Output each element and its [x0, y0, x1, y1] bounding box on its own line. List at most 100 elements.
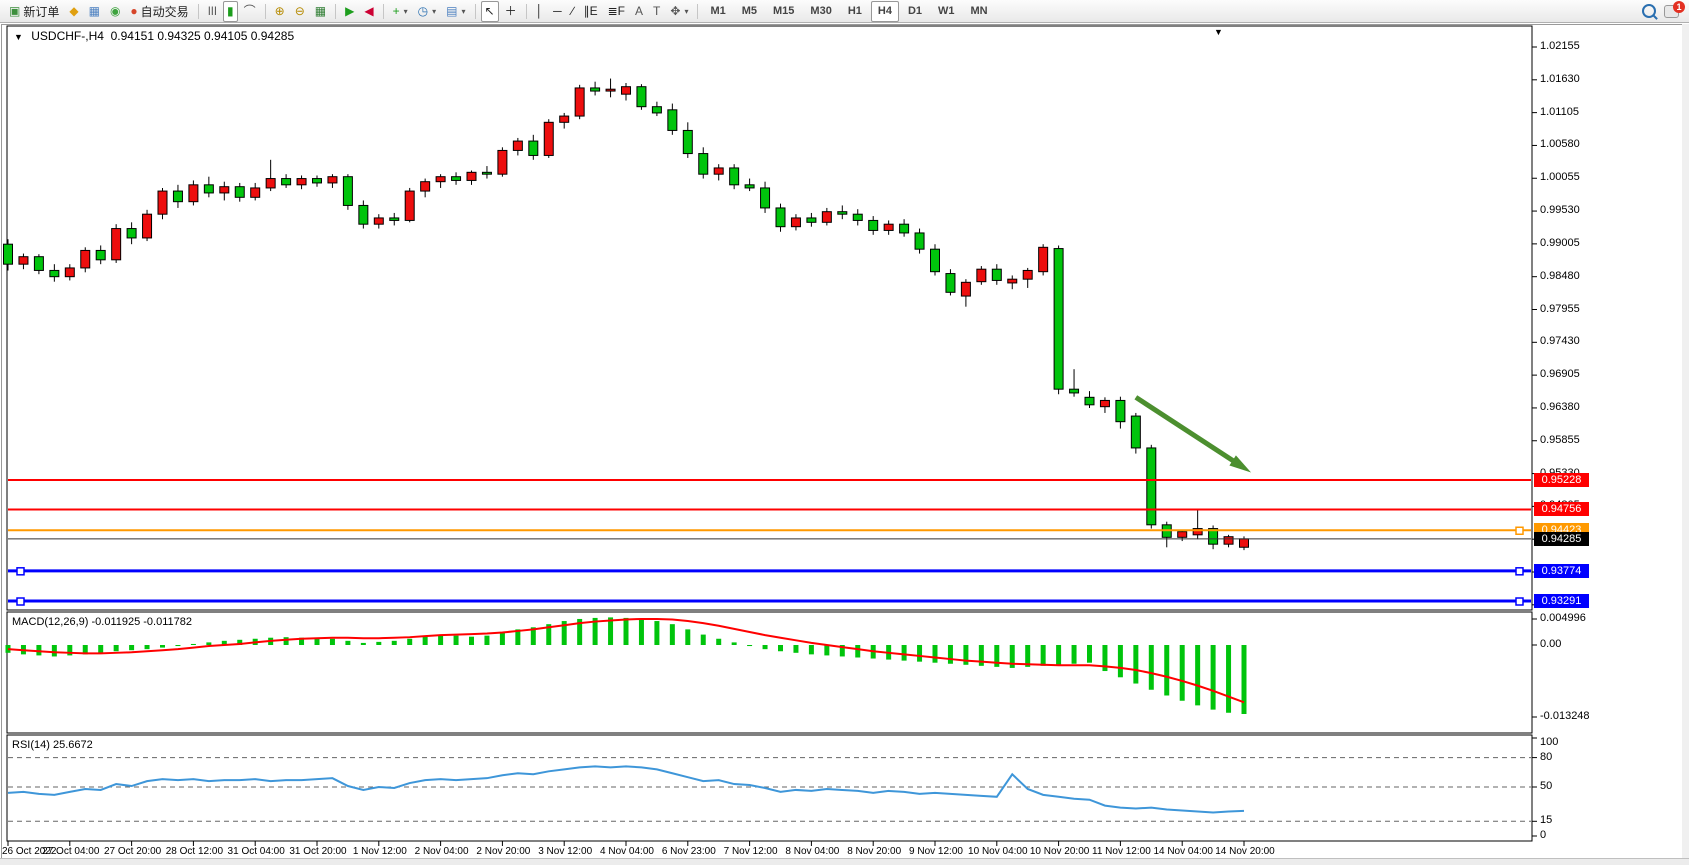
search-icon[interactable] [1642, 4, 1656, 18]
toolbar-button-cursor[interactable]: ↖ [480, 0, 499, 22]
scroll-to-end-marker-icon[interactable]: ▼ [1214, 27, 1223, 37]
rsi-axis-label: 80 [1540, 750, 1553, 763]
zoom-in-icon: ⊕ [274, 4, 285, 18]
chevron-down-icon[interactable]: ▾ [432, 6, 437, 16]
toolbar-button-indicators[interactable]: + ▾ [389, 1, 412, 22]
price-axis-label: 0.97955 [1540, 302, 1580, 315]
toolbar-separator [474, 3, 476, 19]
chart-ohlc-values: 0.94151 0.94325 0.94105 0.94285 [110, 29, 295, 43]
toolbar-separator [697, 3, 699, 19]
toolbar-button-equidistant-channel[interactable]: ∥E [580, 1, 602, 22]
timeframe-button-m5[interactable]: M5 [741, 5, 758, 17]
toolbar-button-zoom-in[interactable]: ⊕ [271, 1, 289, 22]
toolbar-button-fibonacci[interactable]: ≣F [604, 1, 629, 22]
date-axis-label: 14 Nov 04:00 [1153, 846, 1213, 857]
rsi-indicator-label: RSI(14) 25.6672 [12, 739, 93, 751]
date-axis-label: 1 Nov 12:00 [352, 846, 407, 857]
chart-window [1, 24, 1687, 859]
hline-price-label: 0.94756 [1534, 502, 1589, 517]
toolbar-button-auto-trading[interactable]: ● 自动交易 [126, 1, 192, 22]
new-order-button-label: 新订单 [23, 4, 60, 19]
chart-symbol-label: USDCHF-,H4 [31, 29, 104, 43]
toolbar-separator [197, 3, 199, 19]
price-axis-label: 0.97430 [1540, 335, 1580, 348]
date-axis-label: 27 Oct 04:00 [42, 846, 100, 857]
date-axis-label: 31 Oct 04:00 [227, 846, 285, 857]
rsi-axis-label: 15 [1540, 814, 1553, 827]
toolbar-separator [335, 3, 337, 19]
toolbar-button-market-watch[interactable]: ◉ [106, 1, 124, 22]
date-axis-label: 2 Nov 04:00 [414, 846, 469, 857]
toolbar-button-periods[interactable]: ◷ ▾ [414, 1, 441, 22]
chevron-down-icon[interactable]: ▾ [461, 6, 466, 16]
timeframe-button-m30[interactable]: M30 [810, 5, 832, 17]
autotrade-icon: ● [130, 4, 138, 18]
price-axis-label: 0.99530 [1540, 204, 1580, 217]
date-axis-label: 10 Nov 04:00 [968, 846, 1028, 857]
toolbar-button-arrows[interactable]: ✥ ▾ [666, 1, 692, 22]
chart-title-collapse-icon[interactable]: ▼ [14, 32, 23, 42]
notification-badge: 1 [1673, 0, 1685, 13]
chevron-down-icon[interactable]: ▾ [403, 6, 408, 16]
date-axis-label: 28 Oct 12:00 [165, 846, 224, 857]
price-axis-label: 0.96380 [1540, 400, 1580, 413]
toolbar-button-gold[interactable]: ◆ [65, 1, 82, 22]
vline-icon: │ [535, 4, 544, 18]
auto-scroll-icon: ▶ [345, 4, 355, 18]
date-axis-label: 7 Nov 12:00 [723, 846, 778, 857]
toolbar-button-chart-shift[interactable]: ◀ [360, 1, 377, 22]
hline-price-label: 0.93291 [1534, 594, 1589, 608]
clock-icon: ◷ [417, 4, 429, 18]
date-axis-label: 26 Oct 2022 [2, 846, 57, 857]
timeframe-button-m15[interactable]: M15 [773, 5, 795, 17]
zoom-out-icon: ⊖ [294, 4, 305, 18]
date-axis-label: 4 Nov 04:00 [600, 846, 654, 857]
toolbar-button-horizontal-line[interactable]: ─ [549, 1, 566, 22]
toolbar-button-zoom-out[interactable]: ⊖ [291, 1, 309, 22]
date-axis-label: 11 Nov 12:00 [1092, 846, 1151, 857]
toolbar-button-candlestick-chart[interactable]: ▮ [223, 0, 238, 22]
price-axis-label: 1.01105 [1540, 105, 1579, 118]
bars-icon: ǀǀǀ [207, 4, 218, 18]
rsi-axis-label: 0 [1540, 829, 1547, 841]
toolbar-button-line-chart[interactable]: ⌒ [240, 1, 260, 22]
date-axis-label: 2 Nov 20:00 [476, 846, 531, 857]
toolbar-button-crosshair[interactable]: ＋ [501, 1, 521, 22]
price-axis-label: 0.98480 [1540, 269, 1580, 282]
candles-icon: ▮ [227, 4, 234, 18]
notifications-icon[interactable]: 1 [1664, 0, 1685, 18]
toolbar-button-text[interactable]: A [631, 1, 647, 22]
timeframe-button-h4[interactable]: H4 [870, 0, 899, 22]
auto-trading-button-label: 自动交易 [140, 4, 189, 19]
timeframe-button-h1[interactable]: H1 [847, 5, 862, 17]
toolbar-button-auto-scroll[interactable]: ▶ [341, 1, 358, 22]
chevron-down-icon[interactable]: ▾ [684, 6, 689, 16]
toolbar-button-new-order[interactable]: ▣ 新订单 [5, 1, 63, 22]
timeframe-button-d1[interactable]: D1 [907, 5, 923, 17]
toolbar-button-tile-windows[interactable]: ▦ [311, 1, 330, 22]
text-t-icon: T [653, 4, 661, 18]
price-axis-label: 0.99005 [1540, 236, 1580, 249]
tile-icon: ▦ [314, 4, 327, 18]
date-axis-label: 8 Nov 20:00 [847, 846, 902, 857]
price-axis-label: 1.02155 [1540, 40, 1580, 52]
macd-axis-label: 0.004996 [1540, 612, 1586, 624]
macd-axis-label: 0.00 [1540, 638, 1562, 650]
toolbar-button-bar-chart[interactable]: ǀǀǀ [204, 1, 221, 22]
toolbar-button-templates[interactable]: ▤ ▾ [442, 1, 469, 22]
line-icon: ⌒ [243, 4, 256, 18]
status-bar [0, 858, 1689, 865]
chart-title: ▼ USDCHF-,H4 0.94151 0.94325 0.94105 0.9… [14, 29, 294, 43]
price-axis-label: 0.96905 [1540, 368, 1580, 381]
timeframe-button-mn[interactable]: MN [970, 5, 988, 17]
toolbar-button-vertical-line[interactable]: │ [532, 1, 548, 22]
toolbar-button-trendline[interactable]: ∕ [568, 1, 578, 22]
rsi-axis-label: 100 [1540, 736, 1559, 748]
timeframe-button-m1[interactable]: M1 [710, 5, 726, 17]
toolbar-button-text-label[interactable]: T [649, 1, 664, 22]
hline-price-label: 0.93774 [1534, 563, 1589, 578]
timeframe-button-w1[interactable]: W1 [938, 5, 955, 17]
toolbar-button-charts[interactable]: ▦ [85, 1, 104, 22]
date-axis-label: 9 Nov 12:00 [909, 846, 963, 857]
charts-icon: ▦ [88, 4, 100, 18]
